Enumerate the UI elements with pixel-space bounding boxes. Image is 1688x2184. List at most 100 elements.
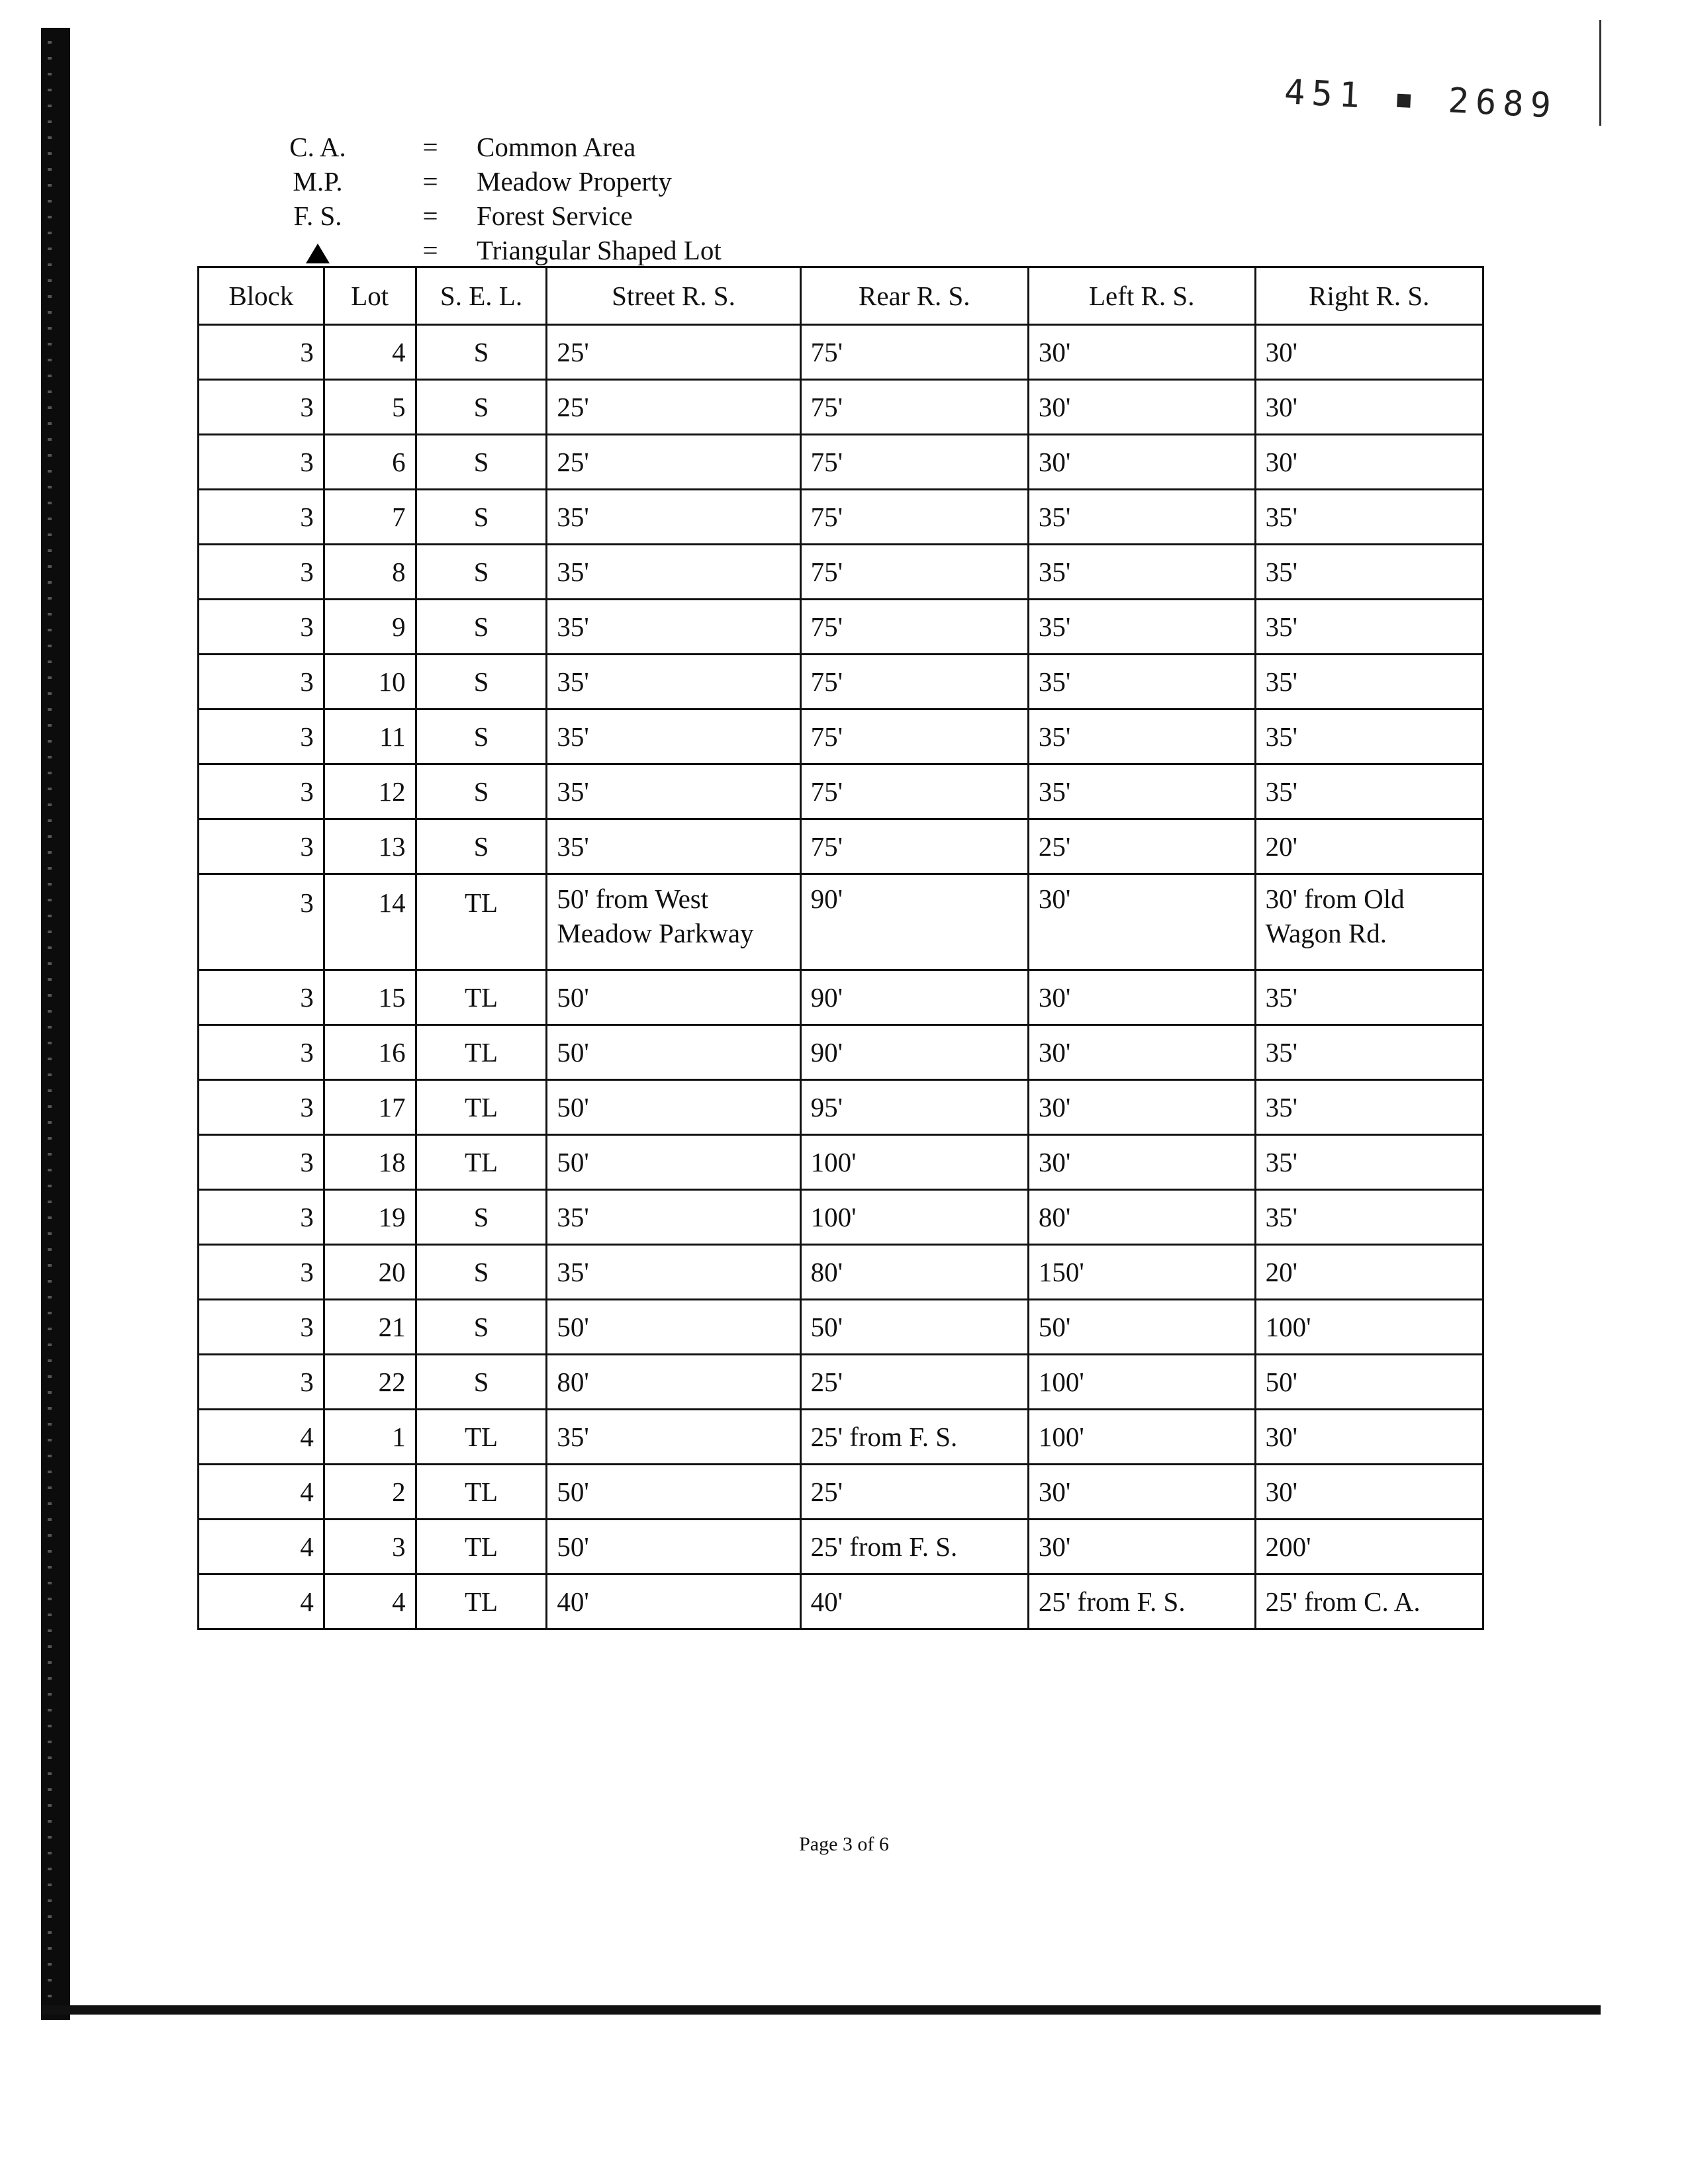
table-cell: TL bbox=[414, 1463, 548, 1520]
table-cell: 30' bbox=[1027, 324, 1256, 381]
legend-item: = Triangular Shaped Lot bbox=[252, 233, 722, 267]
table-cell: 8 bbox=[322, 543, 417, 600]
table-cell: 30' bbox=[1027, 1079, 1256, 1136]
table-cell: 3 bbox=[197, 1353, 325, 1410]
table-cell: TL bbox=[414, 1518, 548, 1575]
table-cell: S bbox=[414, 598, 548, 655]
table-cell: 50' bbox=[545, 1134, 802, 1191]
legend-item: M.P. = Meadow Property bbox=[252, 164, 722, 199]
table-cell: 75' bbox=[799, 708, 1029, 765]
table-cell: 50' bbox=[545, 1463, 802, 1520]
legend-equals: = bbox=[422, 166, 438, 197]
table-cell: 40' bbox=[799, 1573, 1029, 1630]
table-cell: S bbox=[414, 433, 548, 490]
table-cell: 35' bbox=[1254, 1024, 1485, 1081]
table-cell: 30' bbox=[1254, 433, 1485, 490]
table-cell: S bbox=[414, 379, 548, 435]
table-cell: 75' bbox=[799, 379, 1029, 435]
table-cell: S bbox=[414, 543, 548, 600]
table-cell: 3 bbox=[322, 1518, 417, 1575]
table-row: 3 16 TL 50' 90' 30' 35' bbox=[197, 1024, 1485, 1081]
table-cell: 25' from F. S. bbox=[799, 1408, 1029, 1465]
table-cell: 50' bbox=[545, 969, 802, 1026]
table-row: 3 14 TL 50' from West Meadow Parkway 90' 30' 3… bbox=[197, 873, 1485, 971]
table-cell: 9 bbox=[322, 598, 417, 655]
table-cell: 100' bbox=[799, 1189, 1029, 1246]
table-cell: 35' bbox=[1027, 543, 1256, 600]
table-cell: S bbox=[414, 653, 548, 710]
table-cell: 3 bbox=[197, 1244, 325, 1300]
table-cell: 3 bbox=[197, 818, 325, 875]
table-row: 3 7 S 35' 75' 35' 35' bbox=[197, 488, 1485, 545]
table-cell: S bbox=[414, 1244, 548, 1300]
table-cell: 3 bbox=[197, 873, 325, 971]
table-cell: 35' bbox=[545, 708, 802, 765]
table-cell: 35' bbox=[1254, 1079, 1485, 1136]
table-cell: 75' bbox=[799, 433, 1029, 490]
table-cell: 7 bbox=[322, 488, 417, 545]
table-cell: 30' bbox=[1027, 379, 1256, 435]
table-cell: 15 bbox=[322, 969, 417, 1026]
document-stamp-number: 451 ▪ 2689 bbox=[1283, 72, 1559, 126]
column-header: Block bbox=[197, 266, 325, 326]
table-cell: 2 bbox=[322, 1463, 417, 1520]
table-row: 3 9 S 35' 75' 35' 35' bbox=[197, 598, 1485, 655]
table-cell: 17 bbox=[322, 1079, 417, 1136]
table-cell: 20 bbox=[322, 1244, 417, 1300]
table-cell: 35' bbox=[545, 543, 802, 600]
table-cell: 4 bbox=[322, 1573, 417, 1630]
table-cell: 13 bbox=[322, 818, 417, 875]
legend-equals: = bbox=[422, 235, 438, 265]
table-cell: 35' bbox=[1254, 1189, 1485, 1246]
table-cell: 35' bbox=[1254, 969, 1485, 1026]
table-cell: 35' bbox=[1254, 488, 1485, 545]
table-row: 4 2 TL 50' 25' 30' 30' bbox=[197, 1463, 1485, 1520]
table-cell: 5 bbox=[322, 379, 417, 435]
table-row: 3 4 S 25' 75' 30' 30' bbox=[197, 324, 1485, 381]
table-cell: 20' bbox=[1254, 1244, 1485, 1300]
table-cell: TL bbox=[414, 1408, 548, 1465]
table-cell: 30' bbox=[1027, 873, 1256, 971]
table-cell: 3 bbox=[197, 1298, 325, 1355]
table-cell: 3 bbox=[197, 1024, 325, 1081]
table-cell: 4 bbox=[197, 1518, 325, 1575]
table-cell: 40' bbox=[545, 1573, 802, 1630]
table-row: 3 11 S 35' 75' 35' 35' bbox=[197, 708, 1485, 765]
table-cell: 35' bbox=[1254, 653, 1485, 710]
page-number: Page 3 of 6 bbox=[799, 1833, 889, 1855]
table-cell: 100' bbox=[1254, 1298, 1485, 1355]
table-cell: 3 bbox=[197, 1134, 325, 1191]
table-cell: 30' bbox=[1027, 1134, 1256, 1191]
table-cell: 18 bbox=[322, 1134, 417, 1191]
table-cell: 30' bbox=[1254, 1408, 1485, 1465]
table-cell: 100' bbox=[799, 1134, 1029, 1191]
table-cell: 3 bbox=[197, 543, 325, 600]
table-cell: 30' bbox=[1027, 969, 1256, 1026]
table-row: 4 1 TL 35' 25' from F. S. 100' 30' bbox=[197, 1408, 1485, 1465]
table-cell: 35' bbox=[1027, 763, 1256, 820]
table-cell: TL bbox=[414, 1573, 548, 1630]
table-row: 3 18 TL 50' 100' 30' 35' bbox=[197, 1134, 1485, 1191]
table-cell: 35' bbox=[545, 1408, 802, 1465]
table-row: 3 15 TL 50' 90' 30' 35' bbox=[197, 969, 1485, 1026]
table-cell: 50' from West Meadow Parkway bbox=[545, 873, 802, 971]
table-cell: 3 bbox=[197, 488, 325, 545]
table-cell: 80' bbox=[545, 1353, 802, 1410]
table-cell: 25' bbox=[545, 324, 802, 381]
table-cell: 75' bbox=[799, 653, 1029, 710]
table-cell: 4 bbox=[197, 1463, 325, 1520]
table-cell: S bbox=[414, 763, 548, 820]
table-cell: 30' bbox=[1254, 1463, 1485, 1520]
legend-abbr: F. S. bbox=[293, 201, 342, 231]
table-cell: 3 bbox=[197, 708, 325, 765]
table-cell: 6 bbox=[322, 433, 417, 490]
table-cell: 95' bbox=[799, 1079, 1029, 1136]
table-cell: TL bbox=[414, 873, 548, 971]
table-cell: 35' bbox=[545, 763, 802, 820]
table-row: 3 5 S 25' 75' 30' 30' bbox=[197, 379, 1485, 435]
table-cell: 150' bbox=[1027, 1244, 1256, 1300]
table-cell: 19 bbox=[322, 1189, 417, 1246]
legend-equals: = bbox=[422, 132, 438, 162]
table-row: 3 8 S 35' 75' 35' 35' bbox=[197, 543, 1485, 600]
table-cell: 3 bbox=[197, 969, 325, 1026]
